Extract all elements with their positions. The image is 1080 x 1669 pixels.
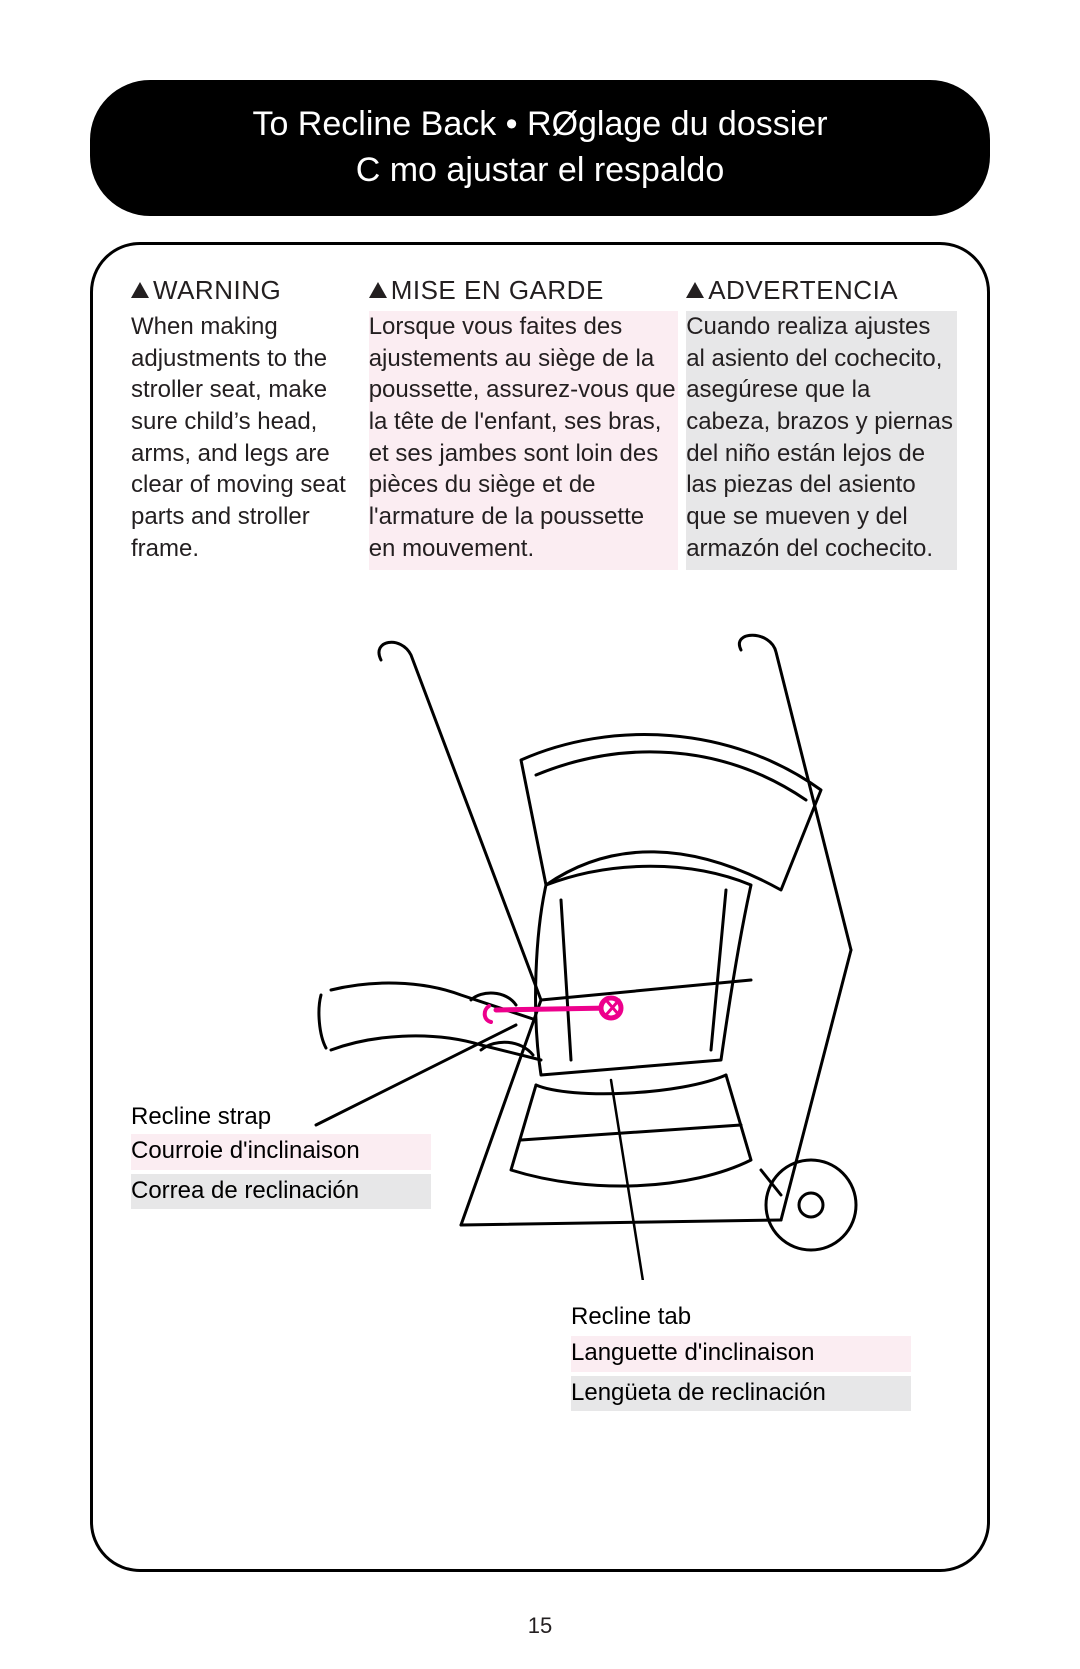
page-number: 15 [0, 1613, 1080, 1639]
warning-en-heading-text: WARNING [153, 273, 281, 307]
callout-tab-es: Lengüeta de reclinación [571, 1376, 911, 1412]
warning-columns: WARNING When making adjustments to the s… [131, 273, 957, 571]
callout-tab-en: Recline tab [571, 1300, 911, 1334]
callout-strap-fr: Courroie d'inclinaison [131, 1134, 431, 1170]
title-line-2: C mo ajustar el respaldo [130, 148, 950, 194]
callout-strap-es: Correa de reclinación [131, 1174, 431, 1210]
callout-recline-strap: Recline strap Courroie d'inclinaison Cor… [131, 1100, 431, 1209]
title-line-1: To Recline Back • RØglage du dossier [130, 102, 950, 148]
warning-fr-heading: MISE EN GARDE [369, 273, 679, 307]
callout-strap-en: Recline strap [131, 1100, 431, 1134]
warning-es-heading-text: ADVERTENCIA [708, 273, 898, 307]
warning-icon [369, 282, 387, 298]
warning-es-body: Cuando realiza ajustes al asiento del co… [686, 311, 957, 570]
warning-en-body: When making adjustments to the stroller … [131, 311, 361, 570]
section-title-bar: To Recline Back • RØglage du dossier C m… [90, 80, 990, 216]
warning-fr-body: Lorsque vous faites des ajustements au s… [369, 311, 679, 570]
figure-area: Recline strap Courroie d'inclinaison Cor… [131, 580, 957, 1380]
warning-en-heading: WARNING [131, 273, 361, 307]
warning-es: ADVERTENCIA Cuando realiza ajustes al as… [686, 273, 957, 571]
warning-icon [686, 282, 704, 298]
content-frame: WARNING When making adjustments to the s… [90, 242, 990, 1572]
callout-tab-fr: Languette d'inclinaison [571, 1336, 911, 1372]
warning-es-heading: ADVERTENCIA [686, 273, 957, 307]
warning-fr-heading-text: MISE EN GARDE [391, 273, 604, 307]
callout-recline-tab: Recline tab Languette d'inclinaison Leng… [571, 1300, 911, 1411]
warning-icon [131, 282, 149, 298]
warning-fr: MISE EN GARDE Lorsque vous faites des aj… [369, 273, 679, 571]
warning-en: WARNING When making adjustments to the s… [131, 273, 361, 571]
